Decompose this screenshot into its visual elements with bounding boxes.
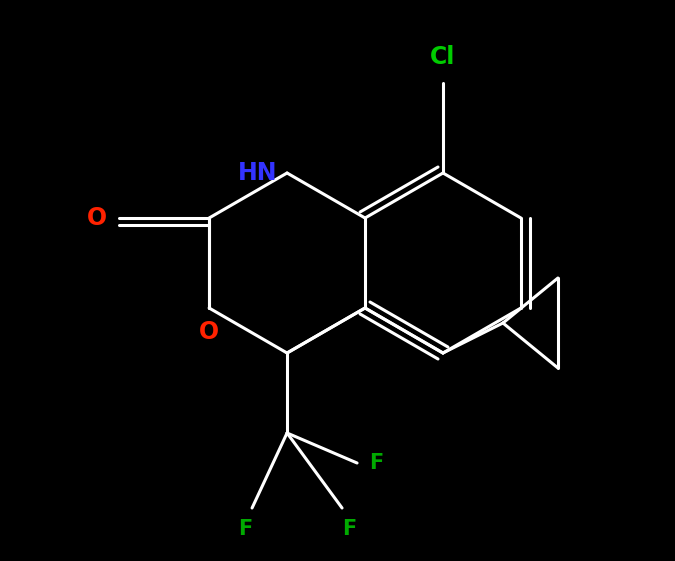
- Text: O: O: [199, 320, 219, 344]
- Text: F: F: [342, 519, 356, 539]
- Text: Cl: Cl: [431, 45, 456, 69]
- Text: O: O: [87, 206, 107, 230]
- Text: F: F: [369, 453, 383, 473]
- Text: F: F: [238, 519, 252, 539]
- Text: HN: HN: [238, 161, 277, 185]
